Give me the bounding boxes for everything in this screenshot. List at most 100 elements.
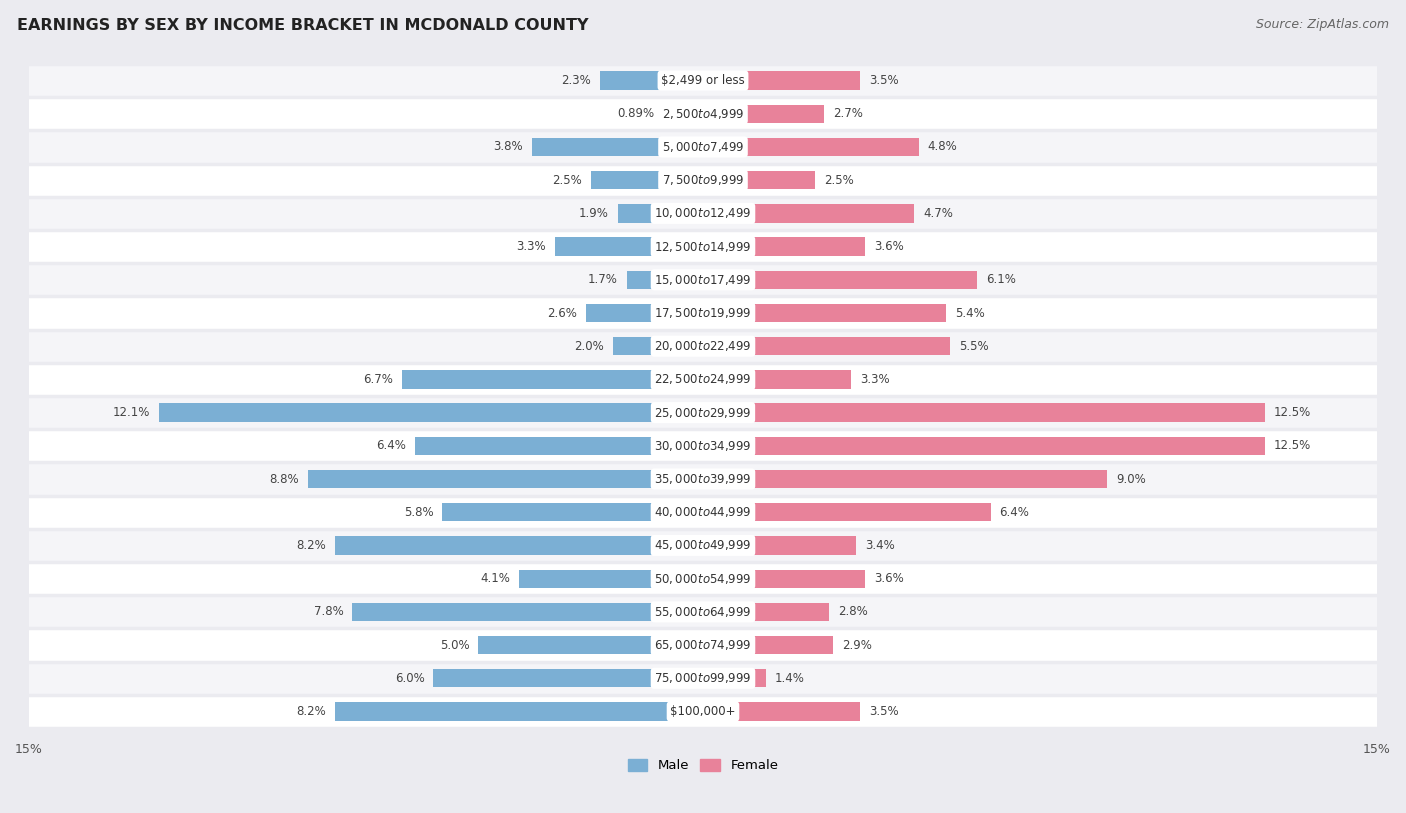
Bar	[703, 237, 865, 256]
Bar	[402, 370, 703, 389]
Bar	[308, 470, 703, 488]
Text: $17,500 to $19,999: $17,500 to $19,999	[654, 306, 752, 320]
Text: $5,000 to $7,499: $5,000 to $7,499	[662, 140, 744, 154]
Bar	[7, 429, 1399, 463]
Text: $100,000+: $100,000+	[671, 705, 735, 718]
Text: EARNINGS BY SEX BY INCOME BRACKET IN MCDONALD COUNTY: EARNINGS BY SEX BY INCOME BRACKET IN MCD…	[17, 18, 588, 33]
Text: $10,000 to $12,499: $10,000 to $12,499	[654, 207, 752, 220]
Bar	[7, 64, 1399, 98]
Bar	[159, 403, 703, 422]
Text: $22,500 to $24,999: $22,500 to $24,999	[654, 372, 752, 386]
Bar	[703, 171, 815, 189]
Text: 4.7%: 4.7%	[924, 207, 953, 220]
Bar	[703, 570, 865, 588]
Bar	[7, 628, 1399, 662]
Bar	[703, 403, 1265, 422]
Bar	[519, 570, 703, 588]
Bar	[703, 437, 1265, 455]
Text: $2,500 to $4,999: $2,500 to $4,999	[662, 107, 744, 121]
Text: 3.5%: 3.5%	[869, 705, 898, 718]
Bar	[7, 130, 1399, 163]
Bar	[703, 138, 918, 156]
Text: 8.8%: 8.8%	[269, 472, 298, 485]
Text: $55,000 to $64,999: $55,000 to $64,999	[654, 605, 752, 619]
Bar	[7, 363, 1399, 396]
Bar	[703, 72, 860, 89]
Text: 8.2%: 8.2%	[295, 705, 326, 718]
Bar	[7, 496, 1399, 528]
Text: 5.5%: 5.5%	[959, 340, 988, 353]
Bar	[7, 197, 1399, 230]
Text: 1.9%: 1.9%	[579, 207, 609, 220]
Text: 6.7%: 6.7%	[363, 373, 392, 386]
Bar	[703, 702, 860, 720]
Text: 2.7%: 2.7%	[834, 107, 863, 120]
Bar	[703, 537, 856, 554]
Bar	[7, 695, 1399, 728]
Bar	[443, 503, 703, 521]
Bar	[703, 503, 991, 521]
Text: 1.4%: 1.4%	[775, 672, 804, 685]
Text: 2.9%: 2.9%	[842, 638, 872, 651]
Bar	[555, 237, 703, 256]
Bar	[7, 528, 1399, 562]
Bar	[703, 470, 1108, 488]
Bar	[703, 602, 828, 621]
Text: $2,499 or less: $2,499 or less	[661, 74, 745, 87]
Bar	[613, 337, 703, 355]
Text: $50,000 to $54,999: $50,000 to $54,999	[654, 572, 752, 585]
Text: 2.0%: 2.0%	[575, 340, 605, 353]
Text: 8.2%: 8.2%	[295, 539, 326, 552]
Text: 3.3%: 3.3%	[516, 240, 546, 253]
Text: $7,500 to $9,999: $7,500 to $9,999	[662, 173, 744, 187]
Text: 2.5%: 2.5%	[553, 174, 582, 187]
Bar	[617, 204, 703, 223]
Bar	[415, 437, 703, 455]
Text: 12.5%: 12.5%	[1274, 439, 1310, 452]
Bar	[433, 669, 703, 688]
Text: $15,000 to $17,499: $15,000 to $17,499	[654, 273, 752, 287]
Bar	[7, 297, 1399, 329]
Bar	[7, 163, 1399, 197]
Text: $40,000 to $44,999: $40,000 to $44,999	[654, 505, 752, 520]
Bar	[478, 636, 703, 654]
Legend: Male, Female: Male, Female	[623, 754, 783, 777]
Text: 9.0%: 9.0%	[1116, 472, 1146, 485]
Bar	[703, 669, 766, 688]
Bar	[7, 230, 1399, 263]
Text: 7.8%: 7.8%	[314, 606, 343, 619]
Text: $35,000 to $39,999: $35,000 to $39,999	[654, 472, 752, 486]
Bar	[7, 98, 1399, 130]
Text: $75,000 to $99,999: $75,000 to $99,999	[654, 672, 752, 685]
Text: 3.6%: 3.6%	[873, 572, 904, 585]
Bar	[7, 662, 1399, 695]
Bar	[703, 370, 851, 389]
Text: 2.6%: 2.6%	[547, 307, 578, 320]
Bar	[703, 304, 946, 322]
Bar	[7, 463, 1399, 496]
Bar	[7, 396, 1399, 429]
Text: 2.5%: 2.5%	[824, 174, 853, 187]
Bar	[703, 204, 914, 223]
Text: 1.7%: 1.7%	[588, 273, 617, 286]
Text: $65,000 to $74,999: $65,000 to $74,999	[654, 638, 752, 652]
Text: 2.3%: 2.3%	[561, 74, 591, 87]
Bar	[7, 263, 1399, 297]
Bar	[7, 562, 1399, 595]
Bar	[533, 138, 703, 156]
Text: 3.6%: 3.6%	[873, 240, 904, 253]
Text: 6.1%: 6.1%	[986, 273, 1017, 286]
Text: 4.8%: 4.8%	[928, 141, 957, 154]
Text: 6.4%: 6.4%	[1000, 506, 1029, 519]
Text: 12.5%: 12.5%	[1274, 406, 1310, 420]
Bar	[7, 595, 1399, 628]
Bar	[703, 337, 950, 355]
Text: 3.3%: 3.3%	[860, 373, 890, 386]
Text: 5.0%: 5.0%	[440, 638, 470, 651]
Text: 4.1%: 4.1%	[479, 572, 510, 585]
Text: 0.89%: 0.89%	[617, 107, 654, 120]
Text: 3.4%: 3.4%	[865, 539, 894, 552]
Bar	[335, 702, 703, 720]
Text: 5.8%: 5.8%	[404, 506, 433, 519]
Bar	[586, 304, 703, 322]
